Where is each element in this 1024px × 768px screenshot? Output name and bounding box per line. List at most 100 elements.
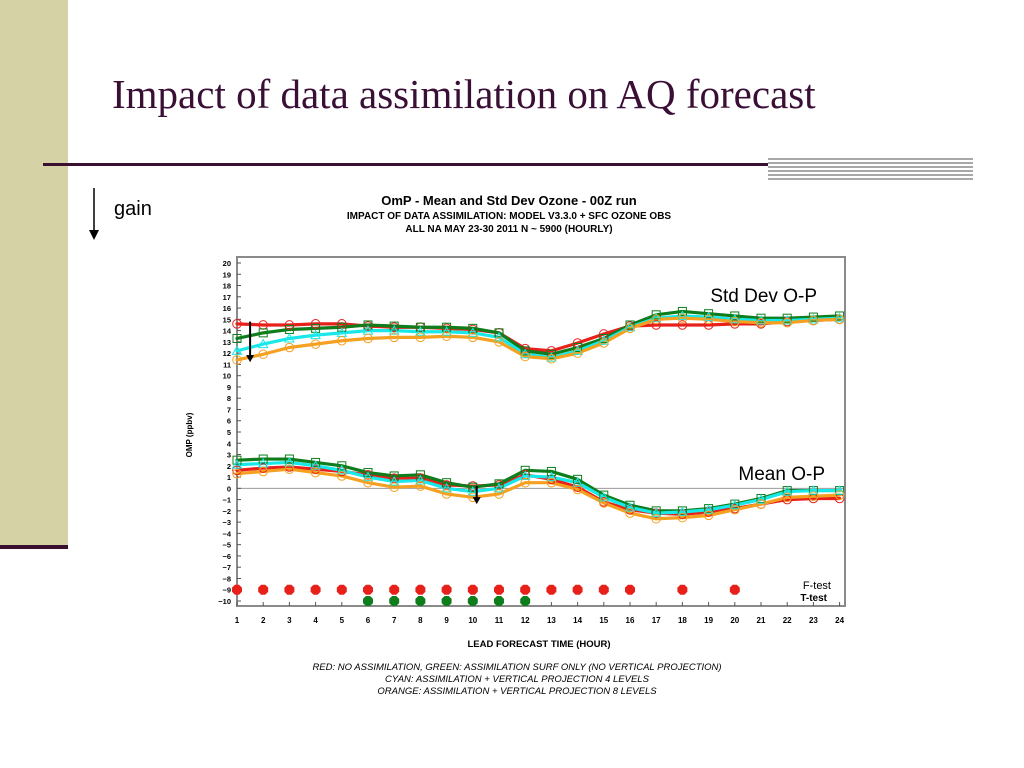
series-marker: [651, 314, 662, 325]
f-test-marker: [441, 584, 452, 595]
x-tick-label: 6: [366, 616, 371, 625]
series-marker: [572, 484, 583, 495]
y-tick-label: 19: [223, 270, 231, 279]
y-tick-label: −2: [222, 507, 231, 516]
left-decor-rule: [0, 545, 68, 549]
f-test-marker: [520, 584, 531, 595]
series-marker: [781, 486, 793, 496]
y-tick-label: 7: [227, 405, 231, 414]
series-marker: [284, 320, 295, 330]
series-marker: [389, 471, 399, 481]
x-tick-label: 18: [678, 616, 687, 625]
gain-label: gain: [114, 198, 152, 220]
series-marker: [337, 461, 347, 471]
series-marker: [441, 331, 452, 342]
series-marker: [835, 311, 845, 321]
series-marker: [625, 323, 635, 334]
y-tick-label: 1: [227, 473, 231, 482]
series-marker: [755, 494, 767, 504]
y-tick-label: 20: [223, 259, 231, 268]
series-marker: [650, 507, 662, 518]
series-marker: [467, 486, 479, 496]
y-tick-label: 14: [223, 327, 232, 336]
x-tick-label: 14: [573, 616, 582, 625]
f-test-marker: [572, 584, 583, 595]
y-tick-label: 2: [227, 462, 231, 471]
series-marker: [494, 489, 504, 499]
series-marker: [572, 345, 583, 355]
y-tick-label: 15: [223, 315, 231, 324]
series-marker: [337, 466, 347, 477]
series-marker: [467, 327, 479, 337]
series-marker: [415, 474, 426, 485]
series-marker: [704, 309, 714, 319]
series-marker: [677, 512, 688, 523]
series-marker: [625, 320, 635, 330]
chart-title: OmP - Mean and Std Dev Ozone - 00Z run: [381, 193, 637, 208]
series-marker: [493, 331, 505, 342]
x-tick-label: 11: [495, 616, 504, 625]
y-tick-label: 16: [223, 304, 231, 313]
series-marker: [546, 353, 557, 364]
series-marker: [808, 491, 819, 502]
y-axis-label: OMP (ppbv): [185, 412, 194, 457]
series-marker: [415, 481, 426, 491]
series-marker: [415, 470, 425, 480]
series-marker: [231, 459, 243, 469]
y-tick-label: 10: [223, 372, 231, 381]
t-test-marker: [415, 596, 426, 606]
series-marker: [363, 477, 373, 488]
x-tick-label: 3: [287, 616, 292, 625]
f-test-marker: [336, 584, 347, 595]
series-marker: [834, 314, 845, 325]
series-marker: [311, 323, 321, 333]
series-marker: [311, 457, 321, 467]
x-axis-label: LEAD FORECAST TIME (HOUR): [467, 639, 610, 650]
series-marker: [573, 474, 583, 484]
series-marker: [520, 465, 530, 475]
f-test-marker: [363, 584, 373, 595]
t-test-marker: [363, 596, 373, 606]
series-marker: [284, 464, 295, 474]
x-tick-label: 1: [235, 616, 240, 625]
series-marker: [520, 351, 531, 362]
x-tick-label: 12: [521, 616, 530, 625]
x-tick-label: 20: [730, 616, 739, 625]
series-marker: [729, 499, 741, 510]
x-tick-label: 13: [547, 616, 556, 625]
series-marker: [442, 478, 452, 488]
x-tick-label: 8: [418, 616, 423, 625]
ozone-omp-chart: −10−9−8−7−6−5−4−3−2−10123456789101112131…: [185, 193, 846, 697]
series-marker: [363, 320, 373, 330]
series-marker: [441, 326, 452, 336]
series-marker: [284, 454, 294, 464]
y-tick-label: −6: [222, 552, 231, 561]
y-tick-label: −10: [218, 597, 231, 606]
x-tick-label: 21: [757, 616, 766, 625]
y-tick-label: −7: [222, 563, 231, 572]
t-test-label: T-test: [800, 593, 827, 604]
series-marker: [598, 335, 610, 345]
series-marker: [362, 471, 374, 482]
series-marker: [808, 485, 819, 495]
x-tick-label: 5: [340, 616, 345, 625]
series-marker: [232, 468, 242, 479]
x-tick-label: 15: [599, 616, 608, 625]
series-marker: [546, 349, 556, 359]
series-marker: [625, 508, 635, 518]
series-marker: [389, 321, 399, 331]
series-marker: [337, 471, 347, 481]
series-marker: [284, 456, 295, 467]
chart-subtitle-line-1: IMPACT OF DATA ASSIMILATION: MODEL V3.3.…: [347, 211, 672, 222]
series-marker: [599, 338, 609, 348]
series-marker: [782, 492, 793, 503]
series-marker: [310, 339, 321, 349]
series-marker: [546, 471, 557, 482]
series-marker: [651, 513, 662, 524]
series-marker: [756, 317, 766, 328]
slide-title: Impact of data assimilation on AQ foreca…: [112, 71, 816, 117]
series-marker: [415, 322, 425, 332]
series-marker: [729, 313, 741, 324]
series-marker: [389, 332, 399, 343]
y-tick-label: −8: [222, 574, 231, 583]
